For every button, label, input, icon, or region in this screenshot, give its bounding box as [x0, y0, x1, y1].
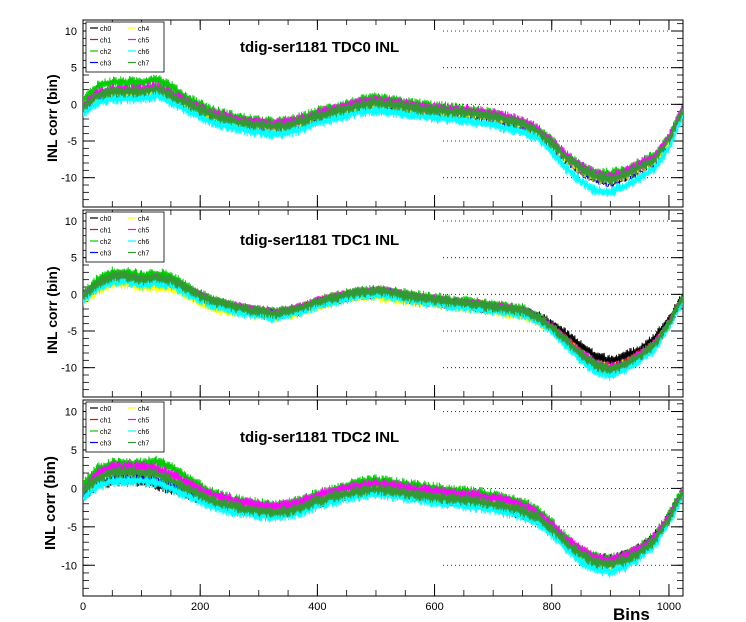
- legend-label-ch7: ch7: [138, 441, 149, 448]
- x-tick-label: 200: [191, 601, 209, 613]
- legend-box: [85, 401, 165, 453]
- legend-box: [85, 21, 165, 73]
- series-line-ch5: [83, 460, 683, 568]
- legend-label-ch6: ch6: [138, 49, 149, 56]
- y-tick-label: -10: [61, 173, 77, 185]
- y-tick-label: 0: [71, 99, 77, 111]
- y-tick-label: 5: [71, 63, 77, 75]
- series-line-ch7: [83, 465, 683, 570]
- panel-2-ylabel: INL corr (bin): [42, 456, 59, 550]
- series-group: [83, 74, 683, 198]
- legend-label-ch3: ch3: [100, 61, 111, 68]
- y-tick-label: 5: [71, 445, 77, 457]
- legend-label-ch5: ch5: [138, 38, 149, 45]
- legend-label-ch6: ch6: [138, 429, 149, 436]
- y-tick-label: -10: [61, 363, 77, 375]
- legend-label-ch7: ch7: [138, 251, 149, 258]
- x-axis-label: Bins: [613, 605, 650, 622]
- legend-label-ch0: ch0: [100, 26, 111, 33]
- y-tick-label: -5: [67, 522, 77, 534]
- series-line-ch2: [83, 455, 683, 566]
- y-tick-label: 10: [65, 216, 77, 228]
- legend-label-ch2: ch2: [100, 429, 111, 436]
- panel-0-plot: -10 -5 0 5 10 ch0 ch1 ch2 ch3 ch4 ch5 ch6 ch7: [61, 20, 683, 208]
- legend-label-ch1: ch1: [100, 228, 111, 235]
- panel-0-ylabel: INL corr (bin): [44, 74, 60, 162]
- y-tick-label: -5: [67, 136, 77, 148]
- chart-marks: -10 -5 0 5 10 ch0 ch1 ch2 ch3 ch4 ch5 ch6 ch7 -10 -5 0 5…: [61, 20, 683, 613]
- legend-label-ch4: ch4: [138, 406, 149, 413]
- panel-1-frame: [82, 209, 684, 398]
- panel-1-ylabel: INL corr (bin): [44, 266, 60, 354]
- panel-1: tdig-ser1181 TDC1 INL INL corr (bin): [44, 209, 684, 398]
- series-group: [83, 266, 683, 382]
- y-tick-label: -5: [67, 326, 77, 338]
- series-line-ch5: [83, 80, 683, 183]
- y-tick-label: 10: [65, 26, 77, 38]
- series-line-ch7: [83, 82, 683, 186]
- x-tick-label: 800: [543, 601, 561, 613]
- legend-label-ch0: ch0: [100, 406, 111, 413]
- legend-label-ch4: ch4: [138, 26, 149, 33]
- y-tick-label: 0: [71, 289, 77, 301]
- legend-label-ch7: ch7: [138, 61, 149, 68]
- legend-label-ch3: ch3: [100, 251, 111, 258]
- panel-2-plot: -10 -5 0 5 10 0 200 400 600 800 1000 ch0 ch1 ch2 ch3 ch…: [61, 400, 683, 613]
- panel-2-title: tdig-ser1181 TDC2 INL: [240, 429, 399, 446]
- y-tick-label: 5: [71, 253, 77, 265]
- series-line-ch7: [83, 269, 683, 375]
- legend-label-ch0: ch0: [100, 216, 111, 223]
- series-group: [83, 455, 683, 578]
- legend-label-ch2: ch2: [100, 49, 111, 56]
- panel-1-plot: -10 -5 0 5 10 ch0 ch1 ch2 ch3 ch4 ch5 ch6 ch7: [61, 210, 683, 398]
- legend-label-ch1: ch1: [100, 38, 111, 45]
- y-tick-label: 0: [71, 483, 77, 495]
- y-tick-label: 10: [65, 407, 77, 419]
- legend-label-ch5: ch5: [138, 418, 149, 425]
- x-tick-label: 600: [425, 601, 443, 613]
- legend-label-ch2: ch2: [100, 239, 111, 246]
- x-tick-label: 1000: [657, 601, 681, 613]
- legend-label-ch6: ch6: [138, 239, 149, 246]
- legend-label-ch3: ch3: [100, 441, 111, 448]
- legend-label-ch4: ch4: [138, 216, 149, 223]
- y-tick-label: -10: [61, 560, 77, 572]
- panel-0-title: tdig-ser1181 TDC0 INL: [240, 39, 399, 56]
- legend-box: [85, 211, 165, 263]
- x-tick-label: 400: [308, 601, 326, 613]
- legend-label-ch1: ch1: [100, 418, 111, 425]
- legend-label-ch5: ch5: [138, 228, 149, 235]
- panel-1-title: tdig-ser1181 TDC1 INL: [240, 232, 399, 249]
- x-tick-label: 0: [80, 601, 86, 613]
